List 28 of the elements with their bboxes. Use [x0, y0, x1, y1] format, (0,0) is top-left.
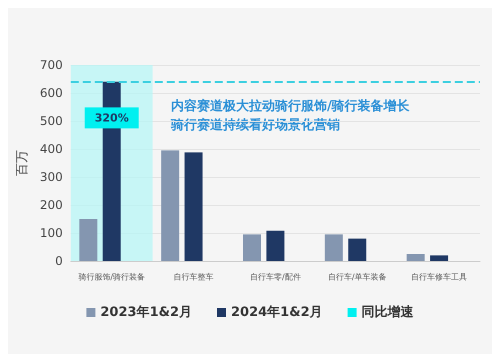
- bar: [406, 254, 425, 261]
- bar: [161, 150, 180, 261]
- y-axis-title: 百万: [15, 150, 30, 176]
- x-tick-label: 自行车零/配件: [250, 272, 301, 282]
- x-tick-label: 自行车/单车装备: [328, 272, 387, 282]
- y-tick-label: 300: [40, 170, 63, 184]
- bar: [324, 234, 343, 261]
- y-tick-label: 600: [40, 86, 63, 100]
- y-tick-label: 100: [40, 226, 63, 240]
- y-tick-label: 0: [55, 254, 63, 268]
- band-label: 320%: [94, 111, 129, 124]
- bar: [430, 255, 448, 261]
- bar: [266, 230, 284, 261]
- bar: [184, 152, 203, 261]
- bar: [348, 238, 366, 261]
- y-tick-label: 200: [40, 198, 63, 212]
- legend-label: 同比增速: [362, 305, 415, 320]
- y-tick-label: 400: [40, 142, 63, 156]
- bar: [242, 234, 261, 261]
- bar: [79, 219, 98, 261]
- annotation: 内容赛道极大拉动骑行服饰/骑行装备增长: [171, 98, 411, 114]
- x-tick-label: 自行车修车工具: [411, 272, 468, 282]
- x-tick-label: 骑行服饰/骑行装备: [78, 272, 146, 282]
- x-tick-label: 自行车整车: [174, 272, 214, 282]
- legend-label: 2023年1&2月: [100, 305, 192, 320]
- legend-label: 2024年1&2月: [231, 305, 323, 320]
- y-tick-label: 700: [40, 58, 63, 72]
- y-tick-label: 500: [40, 114, 63, 128]
